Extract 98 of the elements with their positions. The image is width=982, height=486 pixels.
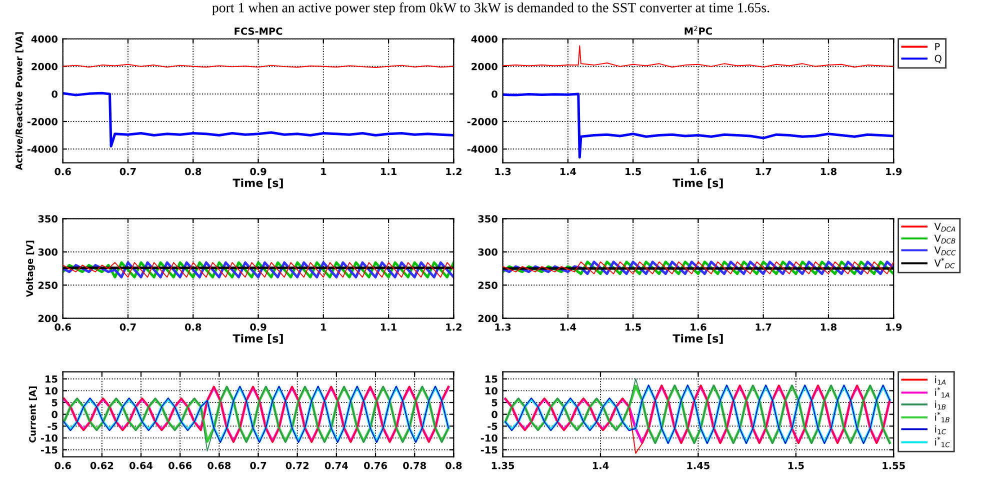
x-tick-label: 0.7 (250, 462, 266, 470)
legend-label: P (935, 43, 940, 50)
x-tick-label: 1.1 (381, 168, 396, 176)
x-tick-label: 0.74 (324, 462, 348, 470)
x-tick-label: 1 (321, 168, 326, 176)
legend-label: V$_{DCB}$ (934, 234, 956, 244)
x-tick-label: 0.8 (184, 168, 202, 176)
y-tick-label: 0 (492, 90, 498, 98)
x-axis-title: Time [s] (672, 334, 723, 344)
x-tick-label: 1.7 (756, 323, 772, 331)
x-tick-label: 1.6 (690, 168, 706, 176)
x-tick-label: 1.2 (446, 323, 462, 331)
x-tick-label: 1.8 (820, 168, 836, 176)
legend-label: i$^{*}$$_{1B}$ (935, 412, 950, 422)
y-tick-label: 200 (478, 314, 498, 322)
legend-label: Q (934, 54, 942, 64)
y-tick-label: 10 (46, 387, 58, 395)
x-tick-label: 1.2 (446, 168, 462, 176)
x-tick-label: 0.76 (364, 462, 387, 470)
chart-title: FCS-MPC (234, 28, 282, 35)
x-tick-label: 1.4 (560, 168, 576, 176)
x-tick-label: 1.35 (492, 462, 514, 470)
x-tick-label: 1.5 (626, 168, 641, 176)
x-tick-label: 0.68 (208, 462, 231, 470)
x-tick-label: 1.8 (820, 323, 836, 331)
y-tick-label: -4000 (27, 146, 58, 153)
y-tick-label: -15 (480, 446, 498, 454)
x-tick-label: 0.7 (120, 168, 136, 176)
y-tick-label: 15 (485, 375, 498, 383)
x-tick-label: 0.78 (403, 462, 426, 470)
legend-label: i$_{1C}$ (935, 425, 946, 434)
x-tick-label: 0.8 (446, 462, 462, 470)
x-axis-title: Time [s] (672, 178, 723, 188)
y-axis-title: Current [A] (28, 386, 37, 442)
y-tick-label: 5 (492, 399, 498, 406)
y-axis-title: Voltage [V] (26, 240, 35, 298)
x-tick-label: 0.8 (184, 323, 202, 331)
y-tick-label: 300 (478, 248, 498, 256)
x-tick-label: 0.62 (90, 462, 114, 470)
legend-label: V$_{DCC}$ (934, 246, 956, 256)
x-tick-label: 0.66 (168, 462, 192, 470)
x-tick-label: 0.6 (54, 462, 71, 470)
y-tick-label: 350 (478, 215, 498, 223)
x-tick-label: 0.6 (54, 323, 71, 331)
x-tick-label: 1 (321, 323, 326, 331)
x-tick-label: 1.6 (690, 323, 706, 331)
y-tick-label: 200 (38, 314, 58, 322)
y-tick-label: 250 (478, 282, 498, 289)
x-tick-label: 1.45 (687, 462, 710, 470)
y-tick-label: 4000 (31, 35, 58, 43)
x-tick-label: 0.64 (129, 462, 153, 470)
y-tick-label: 0 (492, 410, 498, 418)
y-tick-label: 300 (38, 248, 58, 256)
x-tick-label: 1.3 (495, 323, 511, 331)
y-tick-label: 0 (52, 90, 58, 98)
legend-label: i$_{1B}$ (935, 400, 946, 410)
y-tick-label: 350 (38, 215, 58, 223)
x-tick-label: 1.4 (592, 462, 609, 470)
y-tick-label: 250 (38, 282, 58, 289)
text: port 1 when an active power step from 0kW to 3kW is demanded to the SST converter at time 1.65s. (212, 2, 770, 16)
y-tick-label: 5 (52, 399, 58, 406)
x-tick-label: 0.6 (54, 168, 71, 176)
x-tick-label: 1.1 (381, 323, 396, 331)
x-tick-label: 1.9 (886, 323, 902, 331)
y-tick-label: -10 (40, 434, 58, 442)
x-tick-label: 1.4 (560, 323, 576, 331)
y-tick-label: 15 (46, 375, 58, 383)
x-tick-label: 1.7 (756, 168, 772, 176)
legend-label: V$_{DCA}$ (934, 222, 956, 232)
x-tick-label: 1.5 (788, 462, 804, 470)
x-axis-title: Time [s] (232, 178, 283, 188)
y-tick-label: 2000 (32, 62, 58, 70)
y-tick-label: -4000 (467, 146, 498, 153)
x-tick-label: 1.55 (882, 462, 905, 470)
legend-label: i$^{*}$$_{1A}$ (935, 387, 950, 398)
chart-title: M$^{2}$PC (684, 26, 712, 35)
y-tick-label: -10 (480, 434, 498, 442)
y-tick-label: -2000 (27, 118, 58, 126)
y-axis-title: Active/Reactive Power [VA] (15, 32, 24, 170)
x-tick-label: 0.9 (250, 168, 266, 176)
x-tick-label: 0.7 (120, 323, 136, 331)
x-tick-label: 0.9 (250, 323, 266, 331)
x-tick-label: 0.72 (286, 462, 308, 470)
y-tick-label: -15 (40, 446, 58, 454)
x-tick-label: 1.9 (886, 168, 902, 176)
y-tick-label: -5 (48, 422, 58, 430)
y-tick-label: 10 (485, 387, 498, 395)
y-tick-label: 2000 (472, 62, 498, 70)
legend-label: i$^{*}$$_{1C}$ (935, 436, 950, 448)
x-axis-title: Time [s] (232, 334, 283, 344)
y-tick-label: 4000 (471, 35, 498, 43)
legend-label: i$_{1A}$ (935, 376, 946, 385)
legend-label: V$^{*}$$_{DC}$ (934, 258, 955, 268)
x-tick-label: 1.3 (495, 168, 511, 176)
y-tick-label: -5 (488, 422, 498, 430)
y-tick-label: 0 (52, 410, 58, 418)
y-tick-label: -2000 (467, 118, 498, 126)
x-tick-label: 1.5 (626, 323, 641, 331)
